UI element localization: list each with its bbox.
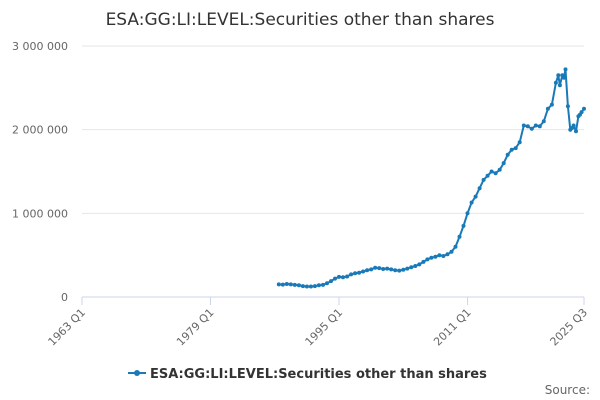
data-point[interactable] <box>553 80 558 85</box>
data-point[interactable] <box>361 269 366 274</box>
data-point[interactable] <box>481 177 486 182</box>
x-tick-label: 1963 Q1 <box>46 306 89 349</box>
data-point[interactable] <box>497 167 502 172</box>
data-point[interactable] <box>276 282 281 287</box>
data-point[interactable] <box>485 173 490 178</box>
data-point[interactable] <box>389 267 394 272</box>
data-point[interactable] <box>321 282 325 287</box>
data-point[interactable] <box>413 264 418 268</box>
data-point[interactable] <box>341 275 345 280</box>
data-point[interactable] <box>561 75 566 80</box>
x-tick-label: 1995 Q1 <box>303 306 346 349</box>
data-point[interactable] <box>465 211 470 216</box>
data-point[interactable] <box>557 83 562 88</box>
y-tick-label: 0 <box>61 291 68 304</box>
data-point[interactable] <box>312 284 317 289</box>
data-point[interactable] <box>353 271 358 276</box>
data-point[interactable] <box>397 268 402 273</box>
data-point[interactable] <box>304 284 309 289</box>
x-tick-label: 2025 Q3 <box>548 306 591 349</box>
data-point[interactable] <box>574 129 578 134</box>
chart-title: ESA:GG:LI:LEVEL:Securities other than sh… <box>106 10 495 30</box>
data-point[interactable] <box>345 274 350 279</box>
data-point[interactable] <box>556 73 561 78</box>
data-point[interactable] <box>381 267 386 271</box>
data-point[interactable] <box>563 67 568 72</box>
x-axis: 1963 Q1 1979 Q1 1995 Q1 2011 Q1 2025 Q3 <box>46 296 591 349</box>
legend[interactable]: ESA:GG:LI:LEVEL:Securities other than sh… <box>128 367 487 382</box>
data-point[interactable] <box>579 110 584 115</box>
data-point[interactable] <box>582 106 586 111</box>
data-point[interactable] <box>565 104 570 109</box>
data-point[interactable] <box>477 186 482 191</box>
data-point[interactable] <box>501 161 506 166</box>
data-point[interactable] <box>489 169 494 174</box>
data-point[interactable] <box>429 255 434 260</box>
data-point[interactable] <box>537 124 542 129</box>
data-point[interactable] <box>284 282 289 286</box>
data-point[interactable] <box>280 282 285 287</box>
data-point[interactable] <box>373 265 378 270</box>
y-tick-label: 3 000 000 <box>12 40 68 53</box>
data-point[interactable] <box>461 223 466 228</box>
data-point[interactable] <box>385 266 390 271</box>
data-point[interactable] <box>365 268 370 273</box>
data-point[interactable] <box>457 234 462 239</box>
legend-marker <box>134 370 140 376</box>
data-point[interactable] <box>509 147 514 152</box>
x-tick-label: 1979 Q1 <box>174 306 217 349</box>
data-point[interactable] <box>401 267 406 272</box>
data-point[interactable] <box>473 194 478 199</box>
data-point[interactable] <box>377 266 382 271</box>
data-point[interactable] <box>296 283 301 288</box>
data-point[interactable] <box>525 124 530 129</box>
data-point[interactable] <box>493 171 498 176</box>
data-point[interactable] <box>393 268 398 273</box>
series-line <box>278 68 585 288</box>
data-point[interactable] <box>433 254 438 259</box>
data-point[interactable] <box>529 126 534 131</box>
data-point[interactable] <box>533 123 538 128</box>
data-point[interactable] <box>292 282 297 287</box>
data-point[interactable] <box>329 279 333 284</box>
data-point[interactable] <box>300 284 305 289</box>
data-point[interactable] <box>571 123 576 128</box>
data-point[interactable] <box>545 106 550 111</box>
y-tick-label: 1 000 000 <box>12 207 68 220</box>
data-point[interactable] <box>337 274 341 279</box>
data-point[interactable] <box>437 253 442 258</box>
legend-label: ESA:GG:LI:LEVEL:Securities other than sh… <box>150 367 487 382</box>
source-label: Source: <box>545 383 590 397</box>
data-point[interactable] <box>316 283 321 288</box>
data-point[interactable] <box>369 267 374 272</box>
data-point[interactable] <box>441 254 446 258</box>
data-point[interactable] <box>409 265 414 270</box>
data-point[interactable] <box>513 146 518 151</box>
data-point[interactable] <box>405 266 410 271</box>
x-tick-label: 2011 Q1 <box>431 306 474 349</box>
y-axis: 0 1 000 000 2 000 000 3 000 000 <box>12 40 68 304</box>
data-point[interactable] <box>449 249 454 254</box>
data-point[interactable] <box>469 200 474 205</box>
data-point[interactable] <box>349 272 354 277</box>
y-tick-label: 2 000 000 <box>12 124 68 137</box>
data-point[interactable] <box>505 152 510 157</box>
data-point[interactable] <box>308 284 313 289</box>
data-point[interactable] <box>333 276 337 281</box>
data-point[interactable] <box>357 270 362 275</box>
series-layer <box>276 67 586 289</box>
data-point[interactable] <box>445 252 450 257</box>
data-point[interactable] <box>521 123 526 128</box>
data-point[interactable] <box>417 262 422 267</box>
data-point[interactable] <box>517 140 522 145</box>
data-point[interactable] <box>421 259 426 264</box>
data-point[interactable] <box>425 257 430 262</box>
data-point[interactable] <box>549 102 554 107</box>
data-point[interactable] <box>288 282 293 287</box>
data-point[interactable] <box>541 119 546 124</box>
data-point[interactable] <box>325 281 329 286</box>
gridlines <box>82 45 584 214</box>
data-point[interactable] <box>453 244 458 249</box>
